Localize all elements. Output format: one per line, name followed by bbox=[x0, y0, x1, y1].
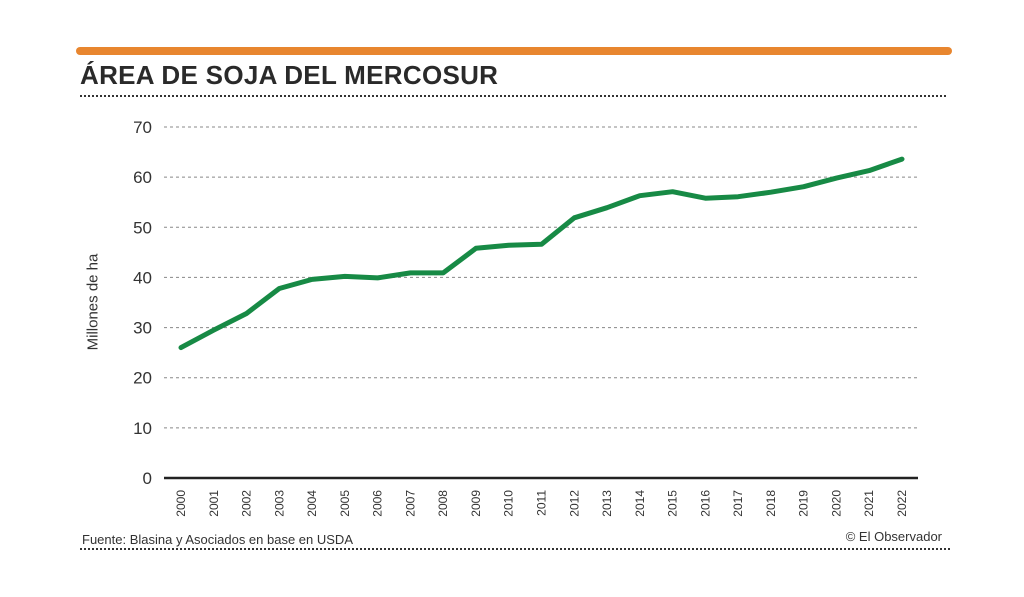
x-tick-label: 2013 bbox=[600, 490, 614, 517]
x-tick-label: 2019 bbox=[797, 490, 811, 517]
x-tick-label: 2004 bbox=[305, 490, 319, 517]
x-tick-label: 2006 bbox=[371, 490, 385, 517]
x-tick-label: 2005 bbox=[338, 490, 352, 517]
x-tick-label: 2001 bbox=[207, 490, 221, 517]
y-tick-label: 0 bbox=[143, 469, 152, 488]
accent-bar bbox=[76, 47, 952, 55]
x-tick-label: 2012 bbox=[567, 490, 581, 517]
x-tick-label: 2020 bbox=[829, 490, 843, 517]
title-divider bbox=[80, 95, 946, 97]
x-tick-label: 2007 bbox=[403, 490, 417, 517]
x-tick-label: 2022 bbox=[895, 490, 909, 517]
footer-divider bbox=[80, 548, 950, 550]
y-tick-label: 20 bbox=[133, 369, 152, 388]
y-tick-label: 30 bbox=[133, 319, 152, 338]
x-tick-label: 2017 bbox=[731, 490, 745, 517]
x-tick-label: 2003 bbox=[272, 490, 286, 517]
x-tick-label: 2014 bbox=[633, 490, 647, 517]
y-tick-label: 10 bbox=[133, 419, 152, 438]
credit-note: © El Observador bbox=[845, 529, 942, 544]
chart-title: ÁREA DE SOJA DEL MERCOSUR bbox=[80, 60, 499, 90]
source-note: Fuente: Blasina y Asociados en base en U… bbox=[82, 532, 353, 547]
y-tick-label: 40 bbox=[133, 268, 152, 287]
x-tick-label: 2002 bbox=[240, 490, 254, 517]
x-tick-label: 2011 bbox=[535, 490, 549, 516]
y-tick-label: 70 bbox=[133, 118, 152, 137]
x-tick-label: 2009 bbox=[469, 490, 483, 517]
x-tick-label: 2000 bbox=[174, 490, 188, 517]
x-tick-label: 2018 bbox=[764, 490, 778, 517]
x-tick-label: 2016 bbox=[698, 490, 712, 517]
x-tick-label: 2015 bbox=[666, 490, 680, 517]
x-tick-label: 2008 bbox=[436, 490, 450, 517]
series-line bbox=[178, 156, 905, 351]
x-tick-label: 2010 bbox=[502, 490, 516, 517]
y-tick-label: 60 bbox=[133, 168, 152, 187]
y-tick-label: 50 bbox=[133, 218, 152, 237]
x-tick-label: 2021 bbox=[862, 490, 876, 517]
